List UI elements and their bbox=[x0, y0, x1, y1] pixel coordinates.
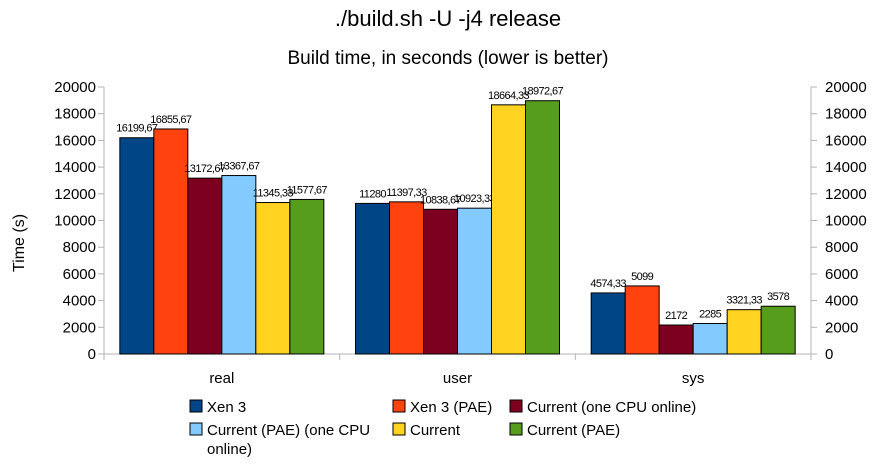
plot-area: 0 0 2000 2000 4000 4000 6000 6000 8000 8000 10000 1… bbox=[54, 79, 866, 387]
data-label: 13172,67 bbox=[184, 163, 226, 175]
data-label: 3578 bbox=[767, 291, 790, 303]
y-tick-label-left: 0 bbox=[88, 346, 96, 363]
y-tick-label-left: 12000 bbox=[54, 186, 96, 203]
bar bbox=[624, 285, 660, 355]
y-tick-label-left: 8000 bbox=[63, 239, 96, 256]
y-tick-label-right: 2000 bbox=[825, 319, 858, 336]
legend-label: Current (PAE) (one CPU online) bbox=[207, 422, 370, 458]
data-label: 18972,67 bbox=[522, 86, 564, 98]
data-label: 4574,33 bbox=[590, 278, 626, 290]
chart-title: ./build.sh -U -j4 release bbox=[335, 6, 561, 31]
bar bbox=[760, 305, 796, 355]
y-tick-label-right: 0 bbox=[825, 346, 833, 363]
y-tick-label-right: 12000 bbox=[825, 186, 867, 203]
bar bbox=[187, 177, 223, 355]
bar bbox=[457, 207, 492, 355]
bar bbox=[221, 175, 257, 355]
bar bbox=[658, 324, 694, 355]
bar bbox=[153, 128, 189, 355]
bar bbox=[423, 208, 458, 355]
data-label: 10838,67 bbox=[420, 194, 462, 206]
y-tick-label-right: 6000 bbox=[825, 266, 858, 283]
bar bbox=[525, 100, 560, 355]
y-tick-label-right: 10000 bbox=[825, 213, 867, 230]
y-tick-label-left: 6000 bbox=[63, 266, 96, 283]
data-label: 11345,33 bbox=[253, 188, 294, 200]
legend-swatch bbox=[392, 422, 406, 436]
y-tick-label-right: 14000 bbox=[825, 159, 867, 176]
legend-swatch bbox=[392, 399, 406, 413]
data-label: 2172 bbox=[665, 310, 688, 322]
bar bbox=[590, 292, 626, 355]
data-label: 13367,67 bbox=[218, 161, 260, 173]
y-tick-label-right: 16000 bbox=[825, 132, 867, 149]
bar bbox=[726, 309, 762, 355]
chart-subtitle: Build time, in seconds (lower is better) bbox=[287, 48, 608, 69]
bar bbox=[289, 198, 325, 355]
y-tick-label-right: 20000 bbox=[825, 79, 867, 96]
x-tick-label: user bbox=[443, 370, 472, 387]
data-label: 3321,33 bbox=[726, 295, 762, 307]
data-label: 11577,67 bbox=[287, 184, 328, 196]
y-axis-label: Time (s) bbox=[11, 214, 28, 272]
y-tick-label-right: 18000 bbox=[825, 106, 867, 123]
legend-label: Xen 3 (PAE) bbox=[410, 399, 492, 416]
y-tick-label-left: 2000 bbox=[63, 319, 96, 336]
y-tick-label-left: 10000 bbox=[54, 213, 96, 230]
bar bbox=[491, 104, 526, 355]
legend: Xen 3 Xen 3 (PAE) Current (one CPU online)… bbox=[189, 399, 696, 458]
data-label: 10923,33 bbox=[454, 193, 496, 205]
y-tick-label-left: 4000 bbox=[63, 293, 96, 310]
legend-label: Current (PAE) bbox=[527, 422, 620, 439]
y-tick-label-left: 18000 bbox=[54, 106, 96, 123]
bar bbox=[119, 137, 155, 355]
y-tick-label-left: 20000 bbox=[54, 79, 96, 96]
y-tick-label-left: 16000 bbox=[54, 132, 96, 149]
bar bbox=[255, 202, 291, 355]
x-tick-label: sys bbox=[682, 370, 705, 387]
legend-label: Current (one CPU online) bbox=[527, 399, 696, 416]
data-label: 11280 bbox=[359, 188, 386, 200]
legend-label: Xen 3 bbox=[207, 399, 246, 416]
legend-swatch bbox=[189, 422, 203, 436]
x-tick-label: real bbox=[209, 370, 234, 387]
y-tick-label-left: 14000 bbox=[54, 159, 96, 176]
legend-swatch bbox=[509, 399, 523, 413]
data-label: 11397,33 bbox=[386, 187, 427, 199]
data-label: 18664,33 bbox=[488, 90, 530, 102]
legend-swatch bbox=[509, 422, 523, 436]
data-label: 16855,67 bbox=[150, 114, 192, 126]
bar bbox=[355, 202, 390, 355]
data-label: 16199,67 bbox=[116, 123, 158, 135]
y-tick-label-right: 4000 bbox=[825, 293, 858, 310]
legend-label: Current bbox=[410, 422, 461, 439]
bar bbox=[389, 201, 424, 355]
data-label: 2285 bbox=[699, 308, 722, 320]
bar bbox=[692, 322, 728, 355]
data-label: 5099 bbox=[631, 271, 654, 283]
y-tick-label-right: 8000 bbox=[825, 239, 858, 256]
legend-swatch bbox=[189, 399, 203, 413]
